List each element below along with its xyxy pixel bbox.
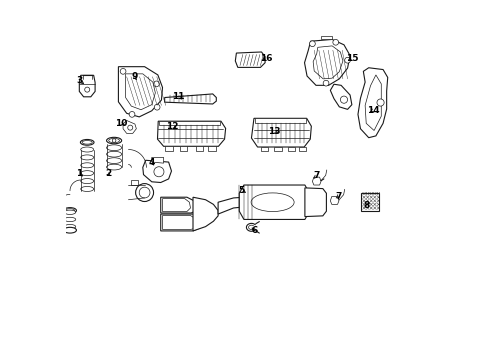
Polygon shape bbox=[358, 68, 388, 138]
Circle shape bbox=[153, 81, 159, 87]
Circle shape bbox=[341, 96, 347, 103]
Polygon shape bbox=[239, 185, 310, 220]
Polygon shape bbox=[261, 147, 269, 151]
Text: 13: 13 bbox=[268, 127, 281, 136]
Circle shape bbox=[129, 112, 135, 117]
Ellipse shape bbox=[81, 147, 94, 152]
Ellipse shape bbox=[81, 171, 94, 176]
Text: 14: 14 bbox=[367, 105, 380, 114]
Polygon shape bbox=[288, 147, 295, 151]
Polygon shape bbox=[157, 121, 225, 146]
Ellipse shape bbox=[109, 138, 120, 143]
Circle shape bbox=[333, 40, 339, 45]
Ellipse shape bbox=[107, 158, 122, 163]
Text: 16: 16 bbox=[260, 54, 272, 63]
Polygon shape bbox=[166, 146, 172, 150]
Circle shape bbox=[112, 139, 116, 142]
Polygon shape bbox=[79, 75, 95, 97]
Ellipse shape bbox=[64, 208, 76, 213]
Polygon shape bbox=[218, 197, 248, 214]
Circle shape bbox=[120, 68, 126, 74]
Text: 6: 6 bbox=[252, 226, 258, 235]
Polygon shape bbox=[305, 188, 326, 217]
Polygon shape bbox=[299, 147, 306, 151]
Text: 11: 11 bbox=[172, 92, 185, 101]
Ellipse shape bbox=[251, 193, 294, 212]
Text: 2: 2 bbox=[105, 169, 111, 178]
Polygon shape bbox=[131, 180, 139, 185]
Polygon shape bbox=[361, 193, 379, 211]
Circle shape bbox=[139, 187, 150, 198]
Ellipse shape bbox=[64, 225, 76, 229]
Polygon shape bbox=[119, 67, 163, 117]
Text: 5: 5 bbox=[238, 185, 245, 194]
Ellipse shape bbox=[64, 210, 76, 215]
Polygon shape bbox=[251, 118, 311, 147]
Text: 9: 9 bbox=[131, 72, 138, 81]
Polygon shape bbox=[321, 36, 332, 40]
Polygon shape bbox=[208, 146, 216, 150]
Polygon shape bbox=[161, 197, 197, 213]
Text: 8: 8 bbox=[364, 201, 370, 210]
Polygon shape bbox=[313, 177, 321, 185]
Polygon shape bbox=[159, 121, 220, 125]
Ellipse shape bbox=[82, 140, 92, 144]
Text: 12: 12 bbox=[166, 122, 179, 131]
Polygon shape bbox=[123, 121, 136, 134]
Ellipse shape bbox=[65, 209, 74, 212]
Polygon shape bbox=[196, 146, 203, 150]
Polygon shape bbox=[304, 40, 350, 85]
Polygon shape bbox=[180, 146, 187, 150]
Circle shape bbox=[136, 184, 153, 202]
Circle shape bbox=[310, 41, 315, 46]
Polygon shape bbox=[235, 52, 265, 67]
Ellipse shape bbox=[80, 139, 94, 145]
Polygon shape bbox=[143, 160, 172, 183]
Polygon shape bbox=[165, 94, 216, 104]
Text: 15: 15 bbox=[345, 54, 358, 63]
Text: 7: 7 bbox=[314, 171, 320, 180]
Text: 10: 10 bbox=[115, 119, 127, 128]
Ellipse shape bbox=[81, 163, 94, 168]
Polygon shape bbox=[193, 197, 218, 231]
Circle shape bbox=[344, 57, 350, 63]
Circle shape bbox=[154, 167, 164, 177]
Polygon shape bbox=[330, 84, 352, 109]
Polygon shape bbox=[152, 157, 164, 163]
Polygon shape bbox=[255, 118, 306, 123]
Circle shape bbox=[323, 80, 329, 86]
Circle shape bbox=[128, 125, 133, 130]
Ellipse shape bbox=[107, 164, 122, 170]
Ellipse shape bbox=[107, 151, 122, 157]
Ellipse shape bbox=[64, 227, 76, 233]
Circle shape bbox=[377, 99, 384, 106]
Ellipse shape bbox=[81, 179, 94, 184]
Ellipse shape bbox=[81, 155, 94, 160]
Ellipse shape bbox=[107, 137, 122, 144]
Ellipse shape bbox=[64, 217, 76, 222]
Circle shape bbox=[154, 104, 160, 110]
Polygon shape bbox=[274, 147, 282, 151]
Polygon shape bbox=[161, 214, 201, 231]
Polygon shape bbox=[330, 197, 339, 204]
Ellipse shape bbox=[107, 145, 122, 150]
Circle shape bbox=[85, 87, 90, 92]
Text: 1: 1 bbox=[76, 169, 82, 178]
Text: 3: 3 bbox=[76, 76, 82, 85]
Text: 4: 4 bbox=[148, 158, 155, 167]
Text: 7: 7 bbox=[335, 192, 342, 201]
Ellipse shape bbox=[81, 186, 94, 192]
